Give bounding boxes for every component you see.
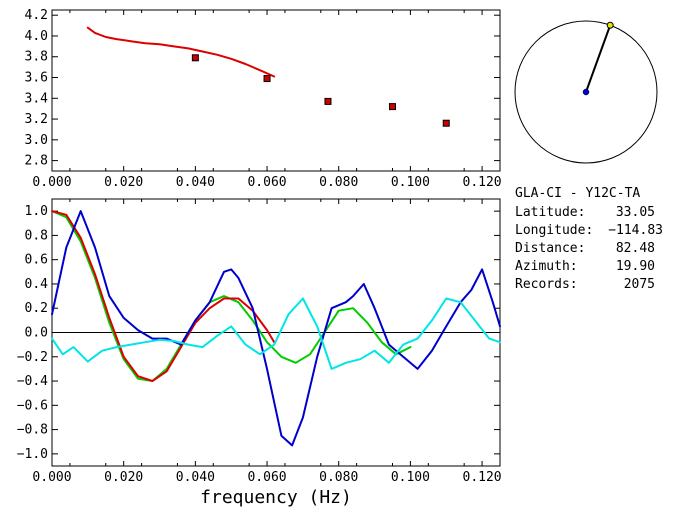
station-info: GLA-CI - Y12C-TA Latitude: 33.05 Longitu… xyxy=(515,186,663,292)
top-x-tick-label: 0.120 xyxy=(463,175,502,190)
bottom-y-tick-label: −0.8 xyxy=(17,423,48,438)
bottom-x-tick-label: 0.040 xyxy=(176,470,215,485)
bottom-series-line-2 xyxy=(51,210,501,447)
bottom-chart: 0.000 0.020 0.040 0.060 0.080 0.100 0.120 1.0 0.… xyxy=(17,198,502,508)
top-x-tick-label: 0.040 xyxy=(176,175,215,190)
top-data-marker xyxy=(263,75,271,83)
bottom-chart-series xyxy=(51,210,501,447)
bottom-y-tick-label: 0.0 xyxy=(25,326,48,341)
distance-value: 82.48 xyxy=(616,241,655,256)
bottom-x-tick-label: 0.080 xyxy=(319,470,358,485)
bottom-series-line-1 xyxy=(51,210,276,382)
top-chart: 0.000 0.020 0.040 0.060 0.080 0.100 0.120 2.8 3.… xyxy=(25,8,502,190)
top-data-marker xyxy=(324,97,332,105)
compass-tip-dot xyxy=(606,21,614,29)
bottom-y-tick-label: 0.6 xyxy=(25,253,48,268)
top-x-tick-label: 0.100 xyxy=(391,175,430,190)
records-value: 2075 xyxy=(624,277,655,292)
top-y-tick-label: 3.0 xyxy=(25,133,48,148)
top-series-line-0 xyxy=(86,26,276,78)
top-y-tick-label: 3.2 xyxy=(25,112,48,127)
bottom-x-tick-label: 0.060 xyxy=(247,470,286,485)
longitude-value: −114.83 xyxy=(608,223,663,238)
bottom-series-line-3 xyxy=(51,297,501,370)
bottom-y-tick-label: −0.2 xyxy=(17,350,48,365)
top-chart-series xyxy=(86,26,450,127)
compass-needle xyxy=(585,24,612,93)
azimuth-label: Azimuth: xyxy=(515,259,578,274)
bottom-y-tick-label: 1.0 xyxy=(25,204,48,219)
top-y-tick-label: 4.0 xyxy=(25,29,48,44)
bottom-chart-x-axis-title: frequency (Hz) xyxy=(200,487,352,508)
bottom-x-tick-label: 0.100 xyxy=(391,470,430,485)
top-y-tick-label: 3.4 xyxy=(25,91,49,106)
azimuth-value: 19.90 xyxy=(616,259,655,274)
bottom-chart-ticks: 0.000 0.020 0.040 0.060 0.080 0.100 0.120 1.0 0.… xyxy=(17,199,502,485)
bottom-x-tick-label: 0.120 xyxy=(463,470,502,485)
bottom-y-tick-label: −1.0 xyxy=(17,447,48,462)
bottom-x-tick-label: 0.020 xyxy=(104,470,143,485)
top-x-tick-label: 0.080 xyxy=(319,175,358,190)
bottom-y-tick-label: 0.2 xyxy=(25,301,48,316)
top-x-tick-label: 0.000 xyxy=(32,175,71,190)
top-data-marker xyxy=(442,119,450,127)
longitude-label: Longitude: xyxy=(515,223,593,238)
bottom-series-line-0 xyxy=(51,210,412,382)
top-data-marker xyxy=(191,54,199,62)
top-y-tick-label: 3.8 xyxy=(25,50,48,65)
distance-label: Distance: xyxy=(515,241,585,256)
top-y-tick-label: 3.6 xyxy=(25,71,48,86)
azimuth-compass xyxy=(514,20,658,164)
top-y-tick-label: 2.8 xyxy=(25,154,48,169)
latitude-label: Latitude: xyxy=(515,205,585,220)
bottom-x-tick-label: 0.000 xyxy=(32,470,71,485)
bottom-y-tick-label: −0.6 xyxy=(17,398,48,413)
compass-ring xyxy=(514,20,658,164)
records-label: Records: xyxy=(515,277,578,292)
top-chart-frame xyxy=(51,9,501,172)
bottom-y-tick-label: −0.4 xyxy=(17,374,48,389)
station-pair: GLA-CI - Y12C-TA xyxy=(515,186,640,201)
bottom-y-tick-label: 0.4 xyxy=(25,277,49,292)
top-x-tick-label: 0.020 xyxy=(104,175,143,190)
bottom-y-tick-label: 0.8 xyxy=(25,228,48,243)
top-y-tick-label: 4.2 xyxy=(25,8,48,23)
top-chart-ticks: 0.000 0.020 0.040 0.060 0.080 0.100 0.120 2.8 3.… xyxy=(25,8,502,190)
compass-center-dot xyxy=(582,88,590,96)
top-x-tick-label: 0.060 xyxy=(247,175,286,190)
top-data-marker xyxy=(388,103,396,111)
latitude-value: 33.05 xyxy=(616,205,655,220)
